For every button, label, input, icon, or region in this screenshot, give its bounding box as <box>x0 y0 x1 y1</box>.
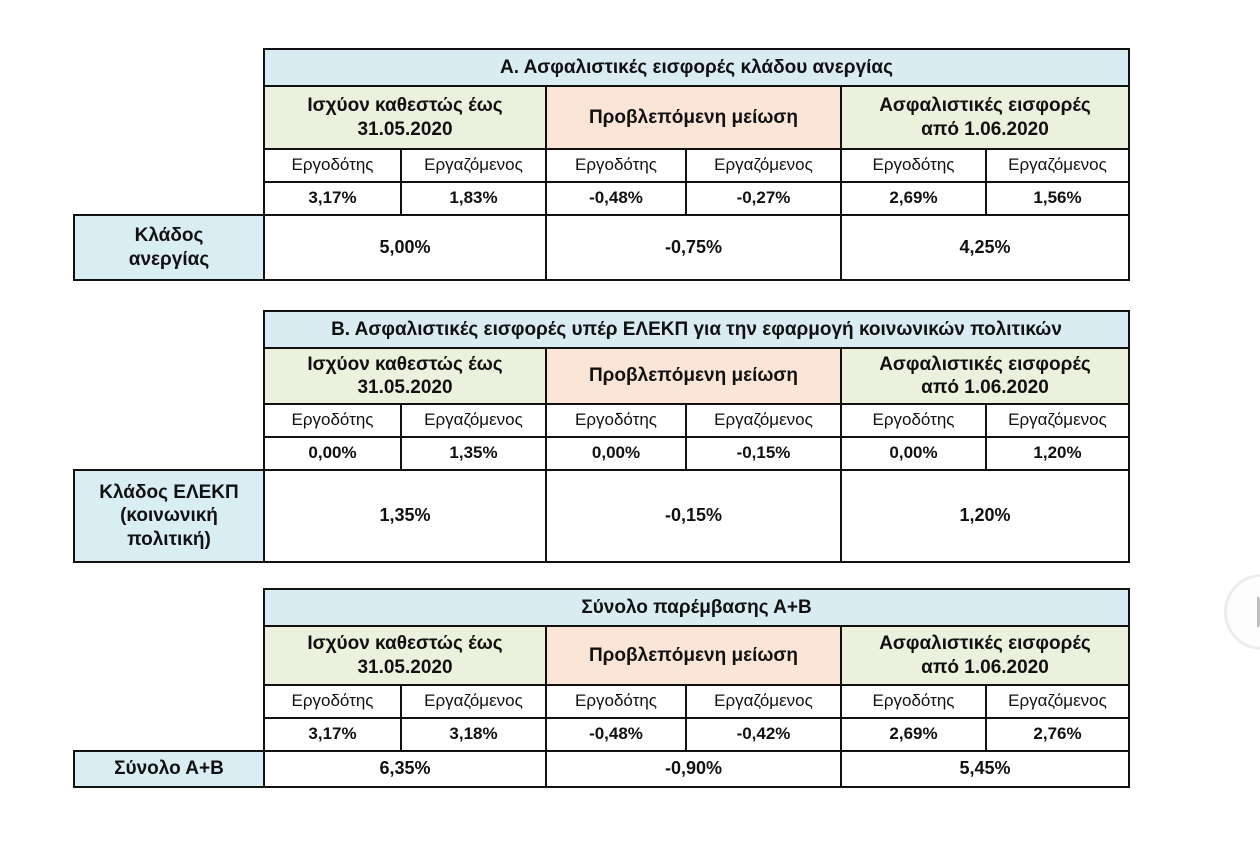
table-c-col-header-employer-1: Εργοδότης <box>263 684 402 719</box>
table-b-total-cell: 1,35% <box>263 469 547 563</box>
table-c-value-cell: -0,42% <box>685 717 842 752</box>
table-a-col-header-employer-1: Εργοδότης <box>263 148 402 183</box>
table-b-col-header-employer-1: Εργοδότης <box>263 403 402 438</box>
spacer <box>74 589 264 626</box>
table-b-col-header-employee-1: Εργαζόμενος <box>400 403 547 438</box>
table-b-value-cell: 0,00% <box>840 436 987 471</box>
table-a-value-cell: 1,56% <box>985 181 1130 216</box>
spacer <box>74 86 264 149</box>
table-b-row-label: Κλάδος ΕΛΕΚΠ (κοινωνική πολιτική) <box>73 469 265 563</box>
table-b-col-header-employer-2: Εργοδότης <box>545 403 687 438</box>
table-a-value-cell: 2,69% <box>840 181 987 216</box>
spacer <box>74 404 264 437</box>
table-c-total-intervention: Σύνολο παρέμβασης Α+Β Ισχύον καθεστώς έω… <box>73 588 1130 788</box>
spacer <box>74 437 264 470</box>
table-c-total-cell: 6,35% <box>263 750 547 788</box>
spacer <box>74 685 264 718</box>
spacer <box>74 311 264 348</box>
table-a-title: Α. Ασφαλιστικές εισφορές κλάδου ανεργίας <box>263 48 1130 87</box>
table-a-col-header-employee-2: Εργαζόμενος <box>685 148 842 183</box>
table-a-value-cell: -0,27% <box>685 181 842 216</box>
table-c-total-cell: 5,45% <box>840 750 1130 788</box>
table-c-col-header-employee-1: Εργαζόμενος <box>400 684 547 719</box>
carousel-next-button[interactable] <box>1224 574 1260 650</box>
table-c-row-label: Σύνολο Α+Β <box>73 750 265 788</box>
table-b-value-cell: -0,15% <box>685 436 842 471</box>
table-c-group-header-current-regime: Ισχύον καθεστώς έως 31.05.2020 <box>263 625 547 686</box>
table-a-unemployment-contributions: Α. Ασφαλιστικές εισφορές κλάδου ανεργίας… <box>73 48 1130 281</box>
table-b-value-cell: 1,20% <box>985 436 1130 471</box>
table-a-col-header-employee-1: Εργαζόμενος <box>400 148 547 183</box>
table-c-col-header-employer-3: Εργοδότης <box>840 684 987 719</box>
play-icon <box>1256 596 1260 628</box>
table-b-value-cell: 0,00% <box>545 436 687 471</box>
table-a-group-header-current-regime: Ισχύον καθεστώς έως 31.05.2020 <box>263 85 547 150</box>
table-a-row-label: Κλάδος ανεργίας <box>73 214 265 281</box>
table-b-col-header-employee-2: Εργαζόμενος <box>685 403 842 438</box>
table-a-col-header-employer-2: Εργοδότης <box>545 148 687 183</box>
table-c-col-header-employee-3: Εργαζόμενος <box>985 684 1130 719</box>
table-c-value-cell: -0,48% <box>545 717 687 752</box>
table-a-group-header-new-contributions: Ασφαλιστικές εισφορές από 1.06.2020 <box>840 85 1130 150</box>
table-a-total-cell: 5,00% <box>263 214 547 281</box>
table-a-total-cell: -0,75% <box>545 214 842 281</box>
table-b-title: Β. Ασφαλιστικές εισφορές υπέρ ΕΛΕΚΠ για … <box>263 310 1130 349</box>
table-b-col-header-employee-3: Εργαζόμενος <box>985 403 1130 438</box>
table-b-elekp-contributions: Β. Ασφαλιστικές εισφορές υπέρ ΕΛΕΚΠ για … <box>73 310 1130 563</box>
table-b-value-cell: 0,00% <box>263 436 402 471</box>
table-c-value-cell: 2,69% <box>840 717 987 752</box>
table-c-group-header-planned-reduction: Προβλεπόμενη μείωση <box>545 625 842 686</box>
table-a-value-cell: 1,83% <box>400 181 547 216</box>
spacer <box>74 626 264 685</box>
spacer <box>74 718 264 751</box>
table-b-total-cell: -0,15% <box>545 469 842 563</box>
table-a-value-cell: -0,48% <box>545 181 687 216</box>
table-c-title: Σύνολο παρέμβασης Α+Β <box>263 588 1130 627</box>
table-c-group-header-new-contributions: Ασφαλιστικές εισφορές από 1.06.2020 <box>840 625 1130 686</box>
table-b-group-header-new-contributions: Ασφαλιστικές εισφορές από 1.06.2020 <box>840 347 1130 405</box>
table-a-col-header-employee-3: Εργαζόμενος <box>985 148 1130 183</box>
table-b-group-header-planned-reduction: Προβλεπόμενη μείωση <box>545 347 842 405</box>
table-a-total-cell: 4,25% <box>840 214 1130 281</box>
table-b-value-cell: 1,35% <box>400 436 547 471</box>
table-c-col-header-employer-2: Εργοδότης <box>545 684 687 719</box>
table-c-value-cell: 2,76% <box>985 717 1130 752</box>
table-a-col-header-employer-3: Εργοδότης <box>840 148 987 183</box>
table-c-value-cell: 3,18% <box>400 717 547 752</box>
spacer <box>74 182 264 215</box>
table-b-col-header-employer-3: Εργοδότης <box>840 403 987 438</box>
table-c-value-cell: 3,17% <box>263 717 402 752</box>
table-b-group-header-current-regime: Ισχύον καθεστώς έως 31.05.2020 <box>263 347 547 405</box>
spacer <box>74 49 264 86</box>
table-c-col-header-employee-2: Εργαζόμενος <box>685 684 842 719</box>
spacer <box>74 348 264 404</box>
spacer <box>74 149 264 182</box>
table-a-value-cell: 3,17% <box>263 181 402 216</box>
table-b-total-cell: 1,20% <box>840 469 1130 563</box>
table-a-group-header-planned-reduction: Προβλεπόμενη μείωση <box>545 85 842 150</box>
table-c-total-cell: -0,90% <box>545 750 842 788</box>
